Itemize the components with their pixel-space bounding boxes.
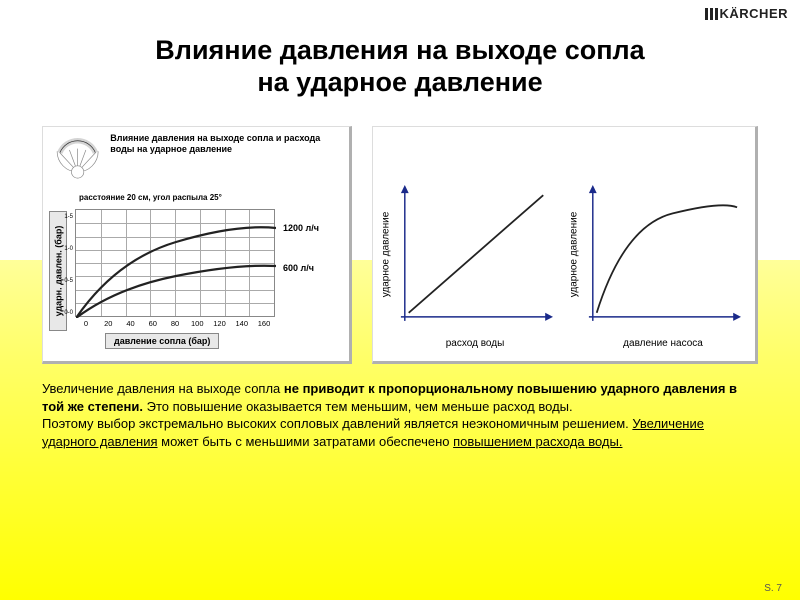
mini-chart-flow: ударное давление расход воды [383, 181, 557, 351]
mini2-svg [585, 185, 741, 327]
grid-plot [75, 209, 275, 317]
slide-footer: S. 7 [764, 583, 782, 594]
mini1-ylabel: ударное давление [381, 211, 392, 297]
content-area: Влияние давления на выходе сопла и расхо… [42, 126, 758, 450]
left-chart-subtitle: расстояние 20 см, угол распыла 25° [79, 193, 339, 202]
charts-row: Влияние давления на выходе сопла и расхо… [42, 126, 758, 364]
brand-logo: KÄRCHER [705, 6, 789, 21]
ytick: 1-5 [64, 214, 73, 220]
series-label-top: 1200 л/ч [283, 223, 319, 233]
mini2-ylabel: ударное давление [569, 211, 580, 297]
x-axis-label-box: давление сопла (бар) [105, 333, 219, 349]
left-chart-area: расстояние 20 см, угол распыла 25° ударн… [53, 193, 339, 353]
left-chart-panel: Влияние давления на выходе сопла и расхо… [42, 126, 352, 364]
ytick: 0-5 [64, 278, 73, 284]
mini1-xlabel: расход воды [397, 338, 553, 349]
ytick: 1-0 [64, 246, 73, 252]
x-ticks: 0 20 40 60 80 100 120 140 160 [75, 319, 275, 328]
series-label-bot: 600 л/ч [283, 263, 314, 273]
mini-chart-pressure: ударное давление давление насоса [571, 181, 745, 351]
right-chart-panel: ударное давление расход воды ударное дав… [372, 126, 758, 364]
fan-diagram-icon [53, 133, 102, 189]
logo-text: KÄRCHER [720, 6, 789, 21]
title-line-2: на ударное давление [30, 66, 770, 98]
ytick: 0-0 [64, 310, 73, 316]
mini1-svg [397, 185, 553, 327]
curves-svg [76, 210, 276, 318]
left-panel-caption: Влияние давления на выходе сопла и расхо… [110, 133, 339, 156]
body-text: Увеличение давления на выходе сопла не п… [42, 380, 758, 450]
slide-title: Влияние давления на выходе сопла на удар… [30, 34, 770, 99]
y-axis-label: ударн. давлен. (бар) [53, 226, 63, 317]
title-line-1: Влияние давления на выходе сопла [30, 34, 770, 66]
mini2-xlabel: давление насоса [585, 338, 741, 349]
